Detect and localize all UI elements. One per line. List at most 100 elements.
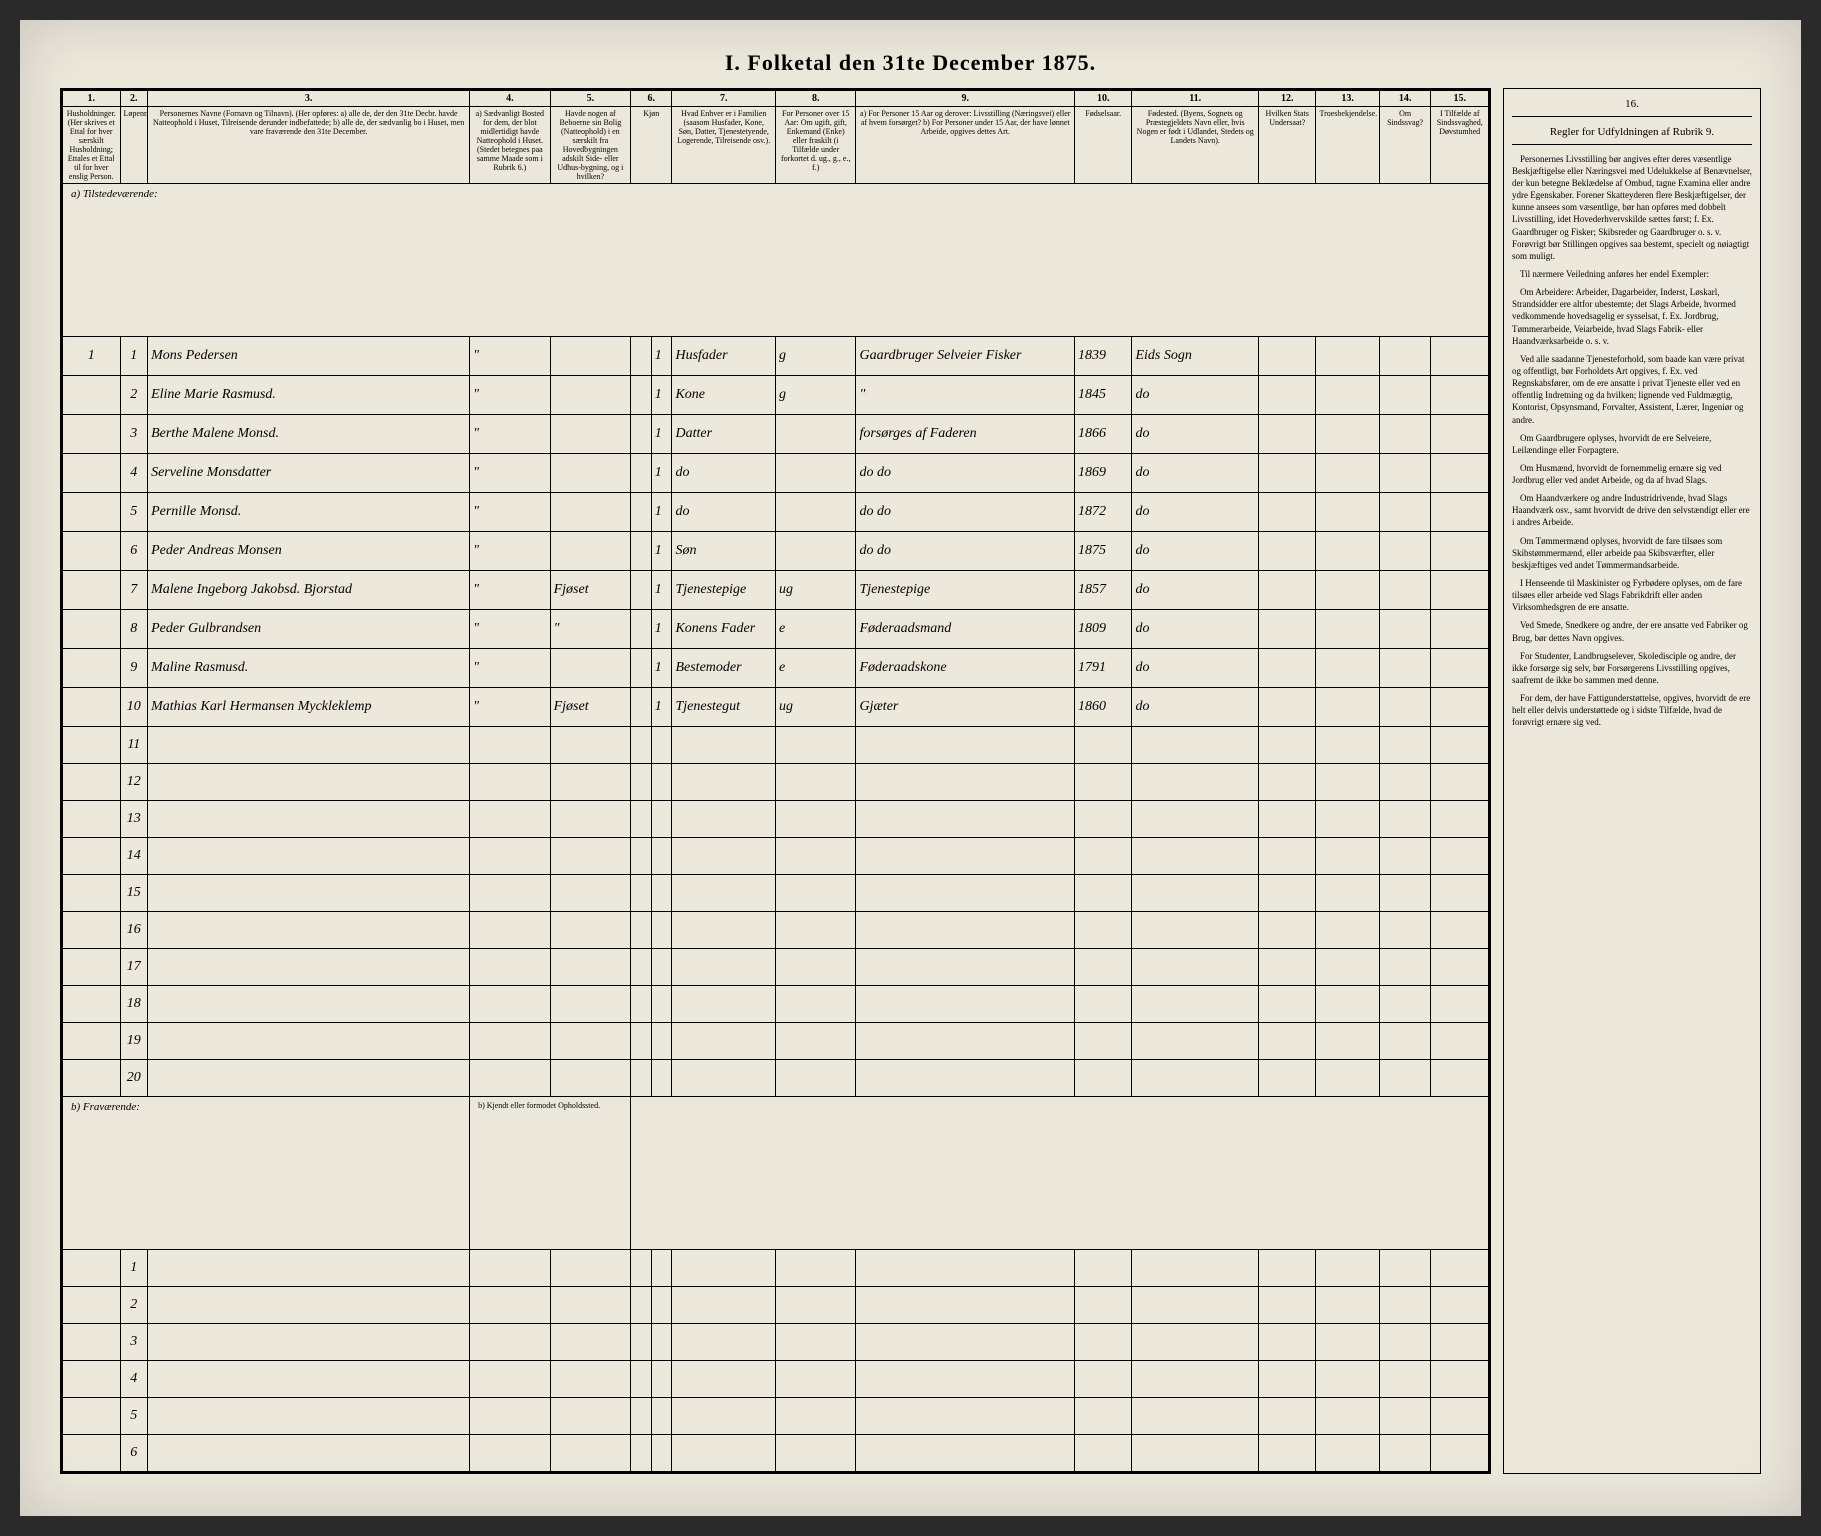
- empty-cell: [1316, 1250, 1379, 1287]
- empty-cell: [631, 727, 652, 764]
- sex-f: 1: [651, 337, 672, 376]
- empty-cell: [1316, 1287, 1379, 1324]
- empty-cell: [651, 1361, 672, 1398]
- civil-status: [775, 415, 856, 454]
- empty-cell: [651, 764, 672, 801]
- empty-cell: [1074, 838, 1132, 875]
- empty-cell: [856, 1023, 1075, 1060]
- rules-column: 16. Regler for Udfyldningen af Rubrik 9.…: [1503, 88, 1761, 1474]
- empty-cell: [1316, 1435, 1379, 1472]
- disability: [1431, 532, 1489, 571]
- birth-place: do: [1132, 571, 1259, 610]
- empty-cell: [672, 875, 776, 912]
- row-number: 12: [120, 764, 148, 801]
- empty-cell: [1379, 1060, 1431, 1097]
- sex-f: 1: [651, 376, 672, 415]
- row-number: 9: [120, 649, 148, 688]
- empty-cell: [631, 912, 652, 949]
- empty-cell: [651, 801, 672, 838]
- empty-cell: [1431, 949, 1489, 986]
- birth-year: 1860: [1074, 688, 1132, 727]
- sex-m: [631, 688, 652, 727]
- empty-cell: [672, 838, 776, 875]
- outbuilding: [550, 532, 631, 571]
- empty-cell: [1431, 986, 1489, 1023]
- empty-cell: [631, 1023, 652, 1060]
- empty-cell: [148, 838, 470, 875]
- rules-body: Personernes Livsstilling bør angives eft…: [1512, 153, 1752, 729]
- empty-cell: [148, 1361, 470, 1398]
- empty-cell: [775, 1287, 856, 1324]
- table-row: 10Mathias Karl Hermansen Myckleklemp"Fjø…: [63, 688, 1489, 727]
- insane: [1379, 337, 1431, 376]
- family-position: Tjenestegut: [672, 688, 776, 727]
- birth-place: do: [1132, 688, 1259, 727]
- empty-cell: [1258, 1361, 1316, 1398]
- usual-residence: ": [470, 688, 551, 727]
- table-row-empty: 1: [63, 1250, 1489, 1287]
- empty-cell: [1379, 1398, 1431, 1435]
- empty-cell: [672, 949, 776, 986]
- table-row-empty: 2: [63, 1287, 1489, 1324]
- row-number: 3: [120, 1324, 148, 1361]
- table-row: 5Pernille Monsd."1dodo do1872do: [63, 493, 1489, 532]
- empty-cell: [1431, 838, 1489, 875]
- header-cell: Hvad Enhver er i Familien (saasom Husfad…: [672, 107, 776, 184]
- empty-cell: [856, 912, 1075, 949]
- household-number: [63, 688, 121, 727]
- empty-cell: [856, 1250, 1075, 1287]
- empty-cell: [651, 1023, 672, 1060]
- empty-cell: [775, 949, 856, 986]
- colnum: 1.: [63, 91, 121, 107]
- empty-cell: [1431, 764, 1489, 801]
- header-cell: a) Sædvanligt Bosted for dem, der blot m…: [470, 107, 551, 184]
- household-number: [63, 571, 121, 610]
- birth-year: 1839: [1074, 337, 1132, 376]
- outbuilding: [550, 454, 631, 493]
- empty-cell: [651, 875, 672, 912]
- family-position: Tjenestepige: [672, 571, 776, 610]
- empty-cell: [651, 986, 672, 1023]
- empty-cell: [148, 1435, 470, 1472]
- household-number: [63, 1324, 121, 1361]
- empty-cell: [1316, 949, 1379, 986]
- section-b-spacer: [631, 1097, 1489, 1250]
- occupation: Føderaadskone: [856, 649, 1075, 688]
- empty-cell: [775, 1435, 856, 1472]
- colnum: 10.: [1074, 91, 1132, 107]
- section-b-col-label: b) Kjendt eller formodet Opholdssted.: [470, 1097, 631, 1250]
- empty-cell: [672, 1361, 776, 1398]
- person-name: Peder Andreas Monsen: [148, 532, 470, 571]
- empty-cell: [631, 1287, 652, 1324]
- outbuilding: Fjøset: [550, 571, 631, 610]
- empty-cell: [1074, 949, 1132, 986]
- column-number-row: 1. 2. 3. 4. 5. 6. 7. 8. 9. 10. 11. 12. 1…: [63, 91, 1489, 107]
- empty-cell: [148, 1250, 470, 1287]
- religion: [1316, 688, 1379, 727]
- row-number: 20: [120, 1060, 148, 1097]
- empty-cell: [1379, 1250, 1431, 1287]
- empty-cell: [550, 801, 631, 838]
- household-number: [63, 1287, 121, 1324]
- insane: [1379, 532, 1431, 571]
- empty-cell: [550, 1023, 631, 1060]
- empty-cell: [1132, 727, 1259, 764]
- outbuilding: [550, 415, 631, 454]
- table-row: 2Eline Marie Rasmusd."1Koneg"1845do: [63, 376, 1489, 415]
- empty-cell: [1258, 1398, 1316, 1435]
- religion: [1316, 454, 1379, 493]
- empty-cell: [1431, 1060, 1489, 1097]
- empty-cell: [148, 764, 470, 801]
- civil-status: e: [775, 610, 856, 649]
- empty-cell: [1316, 875, 1379, 912]
- empty-cell: [1379, 875, 1431, 912]
- empty-cell: [775, 1250, 856, 1287]
- empty-cell: [856, 1361, 1075, 1398]
- empty-cell: [1379, 764, 1431, 801]
- empty-cell: [470, 764, 551, 801]
- rules-paragraph: Ved Smede, Snedkere og andre, der ere an…: [1512, 619, 1752, 643]
- disability: [1431, 649, 1489, 688]
- empty-cell: [470, 801, 551, 838]
- sex-f: 1: [651, 649, 672, 688]
- rules-paragraph: Om Haandværkere og andre Industridrivend…: [1512, 492, 1752, 528]
